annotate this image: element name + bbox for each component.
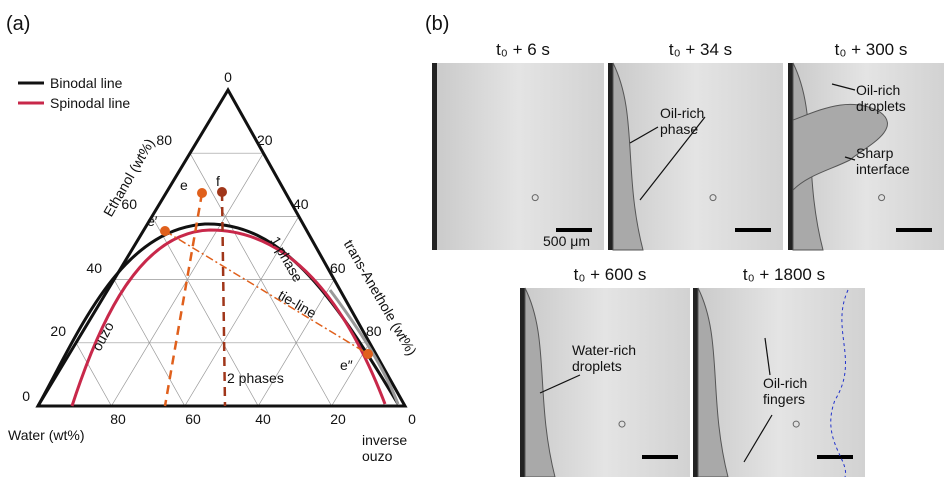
annotation: e″ xyxy=(340,357,353,373)
tick-label: 40 xyxy=(293,196,309,212)
annotation: tie-line xyxy=(276,287,320,322)
legend-entry: Binodal line xyxy=(50,75,123,91)
annotation: e′ xyxy=(147,213,158,229)
legend-entry: Spinodal line xyxy=(50,95,130,111)
tick-label: 60 xyxy=(185,411,201,427)
tick-label: 0 xyxy=(22,388,30,404)
annotation: f xyxy=(216,173,220,189)
panel-label: (a) xyxy=(6,13,30,35)
tick-label: 0 xyxy=(408,411,416,427)
axis-title: trans-Anethole (wt%) xyxy=(341,237,420,358)
scale-label: 500 μm xyxy=(543,233,590,249)
point xyxy=(160,226,170,236)
tick-label: 80 xyxy=(110,411,126,427)
tick-label: 80 xyxy=(366,323,382,339)
wall xyxy=(608,63,613,250)
tick-label: 20 xyxy=(330,411,346,427)
tick-label: 20 xyxy=(257,132,273,148)
tie-line xyxy=(165,231,368,354)
point xyxy=(197,188,207,198)
point xyxy=(363,349,373,359)
time-label: t₀ + 6 s xyxy=(496,40,550,59)
tick-label: 80 xyxy=(156,132,172,148)
time-label: t₀ + 600 s xyxy=(574,265,647,284)
tick-label: 60 xyxy=(330,260,346,276)
time-label: t₀ + 300 s xyxy=(835,40,908,59)
wall xyxy=(693,288,698,477)
panel-label: (b) xyxy=(425,13,449,35)
wall xyxy=(432,63,437,250)
wall xyxy=(520,288,525,477)
micrograph xyxy=(432,63,604,250)
dilution-path xyxy=(165,193,202,406)
figure: (a) Binodal line Spinodal line 0 80 60 40 20… xyxy=(0,0,944,477)
annotation: ouzo xyxy=(89,319,117,354)
tick-label: 40 xyxy=(255,411,271,427)
tick-label: 0 xyxy=(224,69,232,85)
annotation: e xyxy=(180,177,188,193)
time-label: t₀ + 1800 s xyxy=(743,265,825,284)
time-label: t₀ + 34 s xyxy=(669,40,732,59)
grid-line xyxy=(76,343,111,406)
axis-title: Water (wt%) xyxy=(8,427,84,443)
wall xyxy=(788,63,793,250)
tick-label: 20 xyxy=(50,323,66,339)
annotation: 2 phases xyxy=(227,370,284,386)
tick-label: 40 xyxy=(86,260,102,276)
